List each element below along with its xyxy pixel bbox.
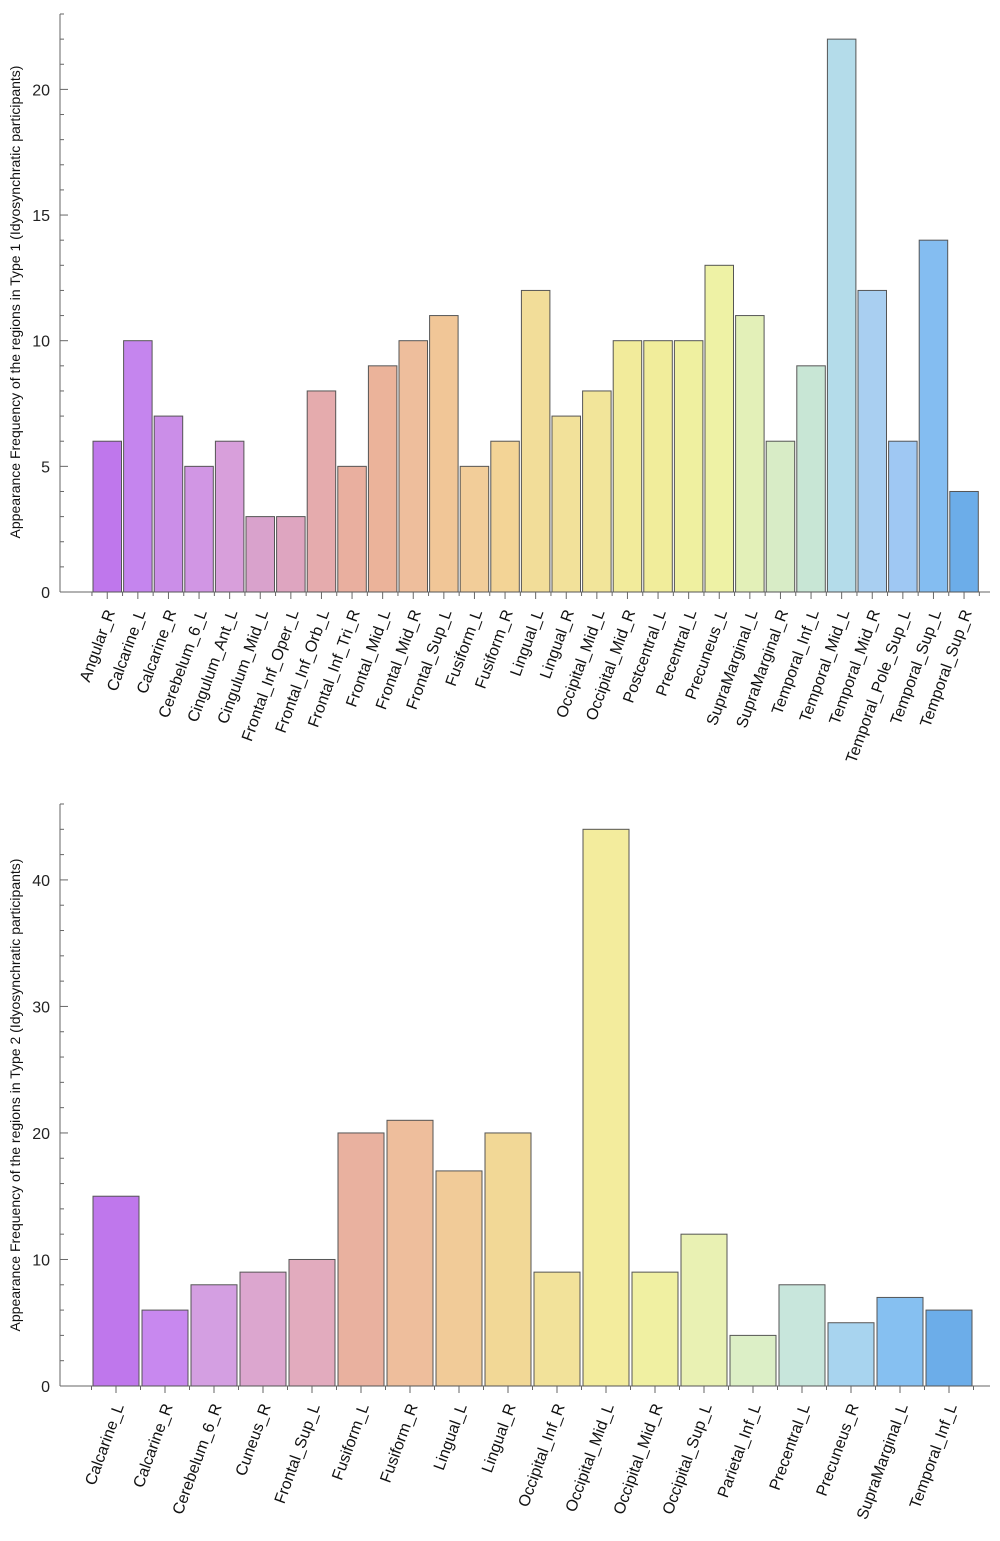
x-tick-label: Occipital_Inf_R xyxy=(516,1402,569,1510)
bar-frontal-sup-l xyxy=(429,315,459,593)
bar-occipital-mid-r xyxy=(631,1271,679,1387)
x-tick-label: Calcarine_L xyxy=(83,1401,128,1487)
x-tick-label: Precentral_L xyxy=(767,1401,814,1492)
bar-frontal-inf-oper-l xyxy=(276,516,306,593)
bar-cuneus-r xyxy=(239,1271,287,1387)
x-tick-label: Frontal_Sup_L xyxy=(272,1401,324,1506)
bar-frontal-mid-l xyxy=(367,365,398,593)
bar-occipital-mid-r xyxy=(612,340,643,593)
x-tick-label: Precuneus_R xyxy=(814,1402,863,1499)
bar-calcarine-l xyxy=(92,1195,140,1387)
x-tick-label: Lingual_L xyxy=(431,1401,471,1472)
y-tick-label: 20 xyxy=(32,82,50,99)
bar-lingual-l xyxy=(520,289,551,593)
y-tick-label: 20 xyxy=(32,1126,50,1143)
y-axis-label: Appearance Frequency of the regions in T… xyxy=(7,66,23,539)
bar-parietal-inf-l xyxy=(729,1334,777,1387)
bar-temporal-inf-l xyxy=(925,1309,973,1387)
x-tick-label: Cuneus_R xyxy=(233,1402,275,1479)
x-tick-label: Cerebelum_6_R xyxy=(170,1402,226,1517)
bar-temporal-sup-r xyxy=(949,490,979,593)
bar-calcarine-r xyxy=(153,415,184,593)
bar-occipital-mid-l xyxy=(582,390,612,593)
bar-occipital-sup-l xyxy=(680,1233,728,1387)
bar-temporal-pole-sup-l xyxy=(888,440,918,593)
bar-occipital-inf-r xyxy=(533,1271,581,1387)
bar-postcentral-l xyxy=(643,340,673,593)
x-tick-label: Occipital_Mid_R xyxy=(611,1402,667,1517)
x-tick-label: SupraMarginal_L xyxy=(854,1401,912,1521)
x-tick-label: Temporal_Inf_L xyxy=(907,1401,961,1511)
bar-cingulum-mid-l xyxy=(245,516,275,593)
bar-calcarine-l xyxy=(123,340,153,593)
bar-fusiform-r xyxy=(490,440,520,593)
bar-occipital-mid-l xyxy=(582,828,630,1387)
y-tick-label: 10 xyxy=(32,334,50,351)
bar-supramarginal-l xyxy=(876,1296,924,1387)
bar-frontal-inf-orb-l xyxy=(306,390,337,593)
bar-lingual-r xyxy=(484,1132,532,1387)
x-tick-label: Occipital_Sup_L xyxy=(660,1401,716,1516)
bar-temporal-mid-l xyxy=(826,38,857,593)
x-tick-label: Fusiform_L xyxy=(329,1401,372,1482)
bar-fusiform-l xyxy=(459,465,490,593)
bar-frontal-sup-l xyxy=(288,1258,336,1387)
x-tick-label: Fusiform_R xyxy=(378,1402,422,1486)
x-tick-label: Parietal_Inf_L xyxy=(715,1401,765,1500)
chart-type-1: 0 5 10 15 20 Appearance Frequency of the regi… xyxy=(7,13,990,765)
bar-temporal-inf-l xyxy=(796,365,826,593)
bar-precuneus-r xyxy=(827,1322,875,1387)
y-tick-label: 40 xyxy=(32,873,50,890)
bar-calcarine-r xyxy=(141,1309,189,1387)
bar-fusiform-r xyxy=(386,1119,434,1387)
y-tick-label: 0 xyxy=(41,1379,50,1396)
y-axis-label: Appearance Frequency of the regions in T… xyxy=(7,859,23,1332)
bar-temporal-mid-r xyxy=(857,289,887,593)
x-tick-label: Occipital_Mid_L xyxy=(563,1401,618,1514)
bar-precentral-l xyxy=(673,340,704,593)
bar-angular-r xyxy=(92,440,122,593)
bar-supramarginal-l xyxy=(735,315,765,593)
bar-supramarginal-r xyxy=(765,440,796,593)
y-tick-label: 15 xyxy=(32,208,50,225)
bar-cerebelum-6-l xyxy=(184,465,214,593)
bar-frontal-mid-r xyxy=(398,340,428,593)
y-tick-label: 0 xyxy=(41,585,50,602)
bar-lingual-r xyxy=(551,415,581,593)
bar-cerebelum-6-r xyxy=(190,1284,238,1387)
x-tick-label: Calcarine_R xyxy=(131,1402,177,1491)
y-tick-label: 5 xyxy=(41,459,50,476)
bar-temporal-sup-l xyxy=(918,239,949,593)
bar-fusiform-l xyxy=(337,1132,385,1387)
bar-frontal-inf-tri-r xyxy=(337,465,367,593)
bar-lingual-l xyxy=(435,1170,483,1387)
chart-type-2: 0 10 20 30 40 Appearance Frequency of the reg… xyxy=(7,803,990,1522)
bar-precuneus-l xyxy=(704,264,734,593)
y-tick-label: 30 xyxy=(32,999,50,1016)
x-tick-label: Lingual_R xyxy=(479,1402,520,1476)
bar-cingulum-ant-l xyxy=(214,440,245,593)
y-tick-label: 10 xyxy=(32,1252,50,1269)
bar-precentral-l xyxy=(778,1284,826,1387)
